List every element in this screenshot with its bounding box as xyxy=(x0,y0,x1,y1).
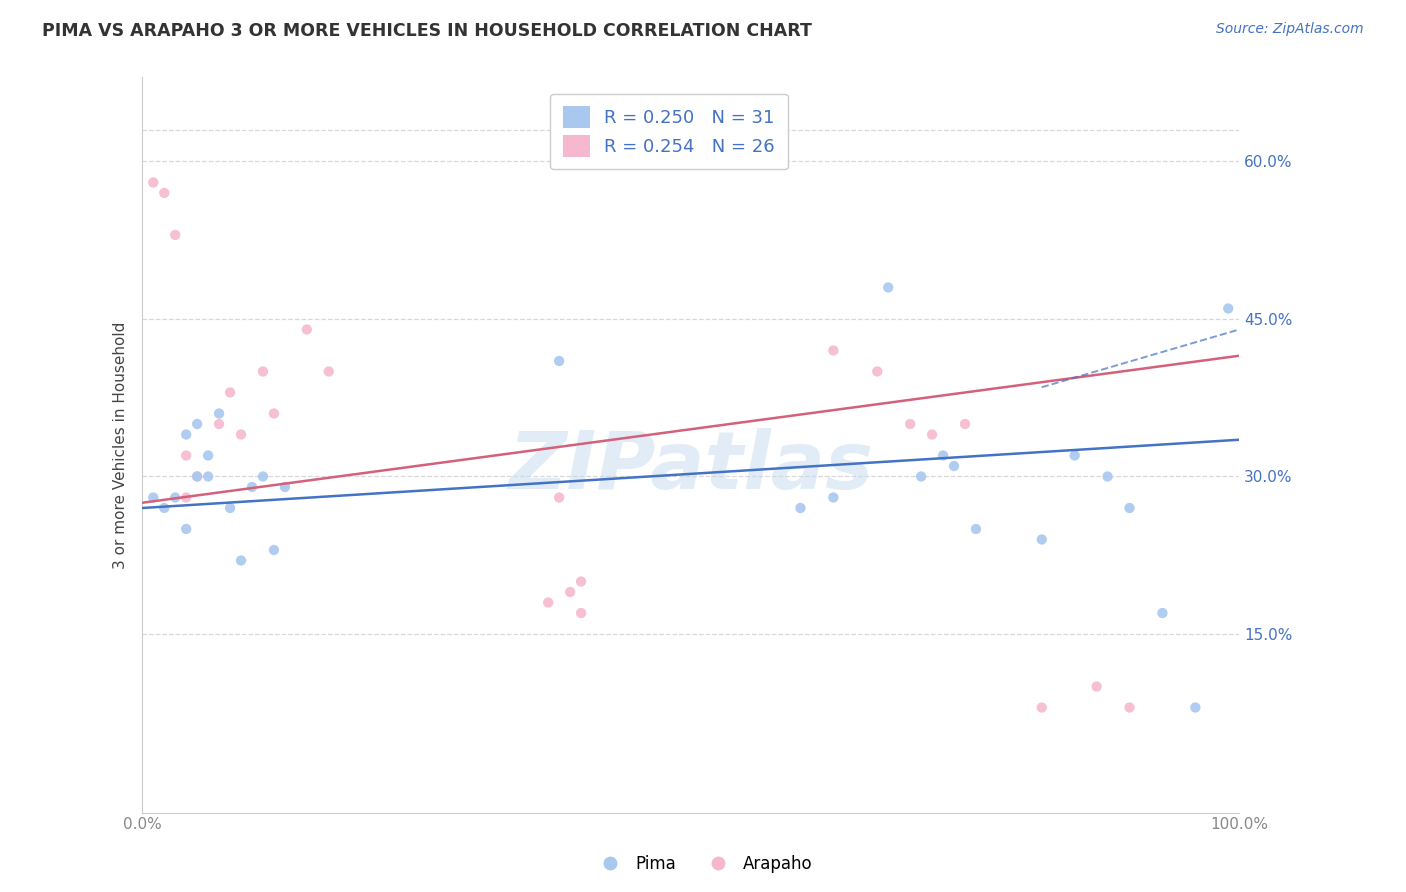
Point xyxy=(1218,301,1240,316)
Point xyxy=(789,501,811,516)
Point xyxy=(953,417,976,431)
Point xyxy=(174,427,197,442)
Point xyxy=(197,449,219,463)
Point xyxy=(558,585,581,599)
Point xyxy=(1031,700,1053,714)
Point xyxy=(252,364,274,378)
Point xyxy=(229,553,252,567)
Point xyxy=(274,480,297,494)
Text: Source: ZipAtlas.com: Source: ZipAtlas.com xyxy=(1216,22,1364,37)
Point xyxy=(252,469,274,483)
Point xyxy=(537,595,560,609)
Point xyxy=(229,427,252,442)
Point xyxy=(197,469,219,483)
Point xyxy=(186,469,208,483)
Point xyxy=(165,491,187,505)
Text: ZIPatlas: ZIPatlas xyxy=(508,428,873,506)
Point xyxy=(1085,680,1108,694)
Legend: Pima, Arapaho: Pima, Arapaho xyxy=(586,848,820,880)
Point xyxy=(548,491,571,505)
Point xyxy=(153,501,176,516)
Point xyxy=(186,469,208,483)
Point xyxy=(174,449,197,463)
Point xyxy=(208,417,231,431)
Point xyxy=(965,522,987,536)
Point xyxy=(318,364,340,378)
Point xyxy=(548,354,571,368)
Point xyxy=(898,417,921,431)
Point xyxy=(823,343,845,358)
Point xyxy=(263,543,285,558)
Point xyxy=(1118,700,1140,714)
Text: PIMA VS ARAPAHO 3 OR MORE VEHICLES IN HOUSEHOLD CORRELATION CHART: PIMA VS ARAPAHO 3 OR MORE VEHICLES IN HO… xyxy=(42,22,813,40)
Point xyxy=(943,458,966,473)
Point xyxy=(1063,449,1085,463)
Point xyxy=(1031,533,1053,547)
Point xyxy=(932,449,955,463)
Y-axis label: 3 or more Vehicles in Household: 3 or more Vehicles in Household xyxy=(114,321,128,569)
Point xyxy=(1152,606,1174,620)
Point xyxy=(219,501,242,516)
Point xyxy=(823,491,845,505)
Point xyxy=(866,364,889,378)
Point xyxy=(186,417,208,431)
Legend: R = 0.250   N = 31, R = 0.254   N = 26: R = 0.250 N = 31, R = 0.254 N = 26 xyxy=(550,94,787,169)
Point xyxy=(142,176,165,190)
Point xyxy=(921,427,943,442)
Point xyxy=(569,606,592,620)
Point xyxy=(910,469,932,483)
Point xyxy=(174,522,197,536)
Point xyxy=(153,186,176,200)
Point xyxy=(174,491,197,505)
Point xyxy=(1118,501,1140,516)
Point xyxy=(1184,700,1206,714)
Point xyxy=(1097,469,1119,483)
Point xyxy=(165,227,187,242)
Point xyxy=(240,480,263,494)
Point xyxy=(877,280,900,294)
Point xyxy=(263,407,285,421)
Point xyxy=(208,407,231,421)
Point xyxy=(142,491,165,505)
Point xyxy=(569,574,592,589)
Point xyxy=(295,322,318,336)
Point xyxy=(219,385,242,400)
